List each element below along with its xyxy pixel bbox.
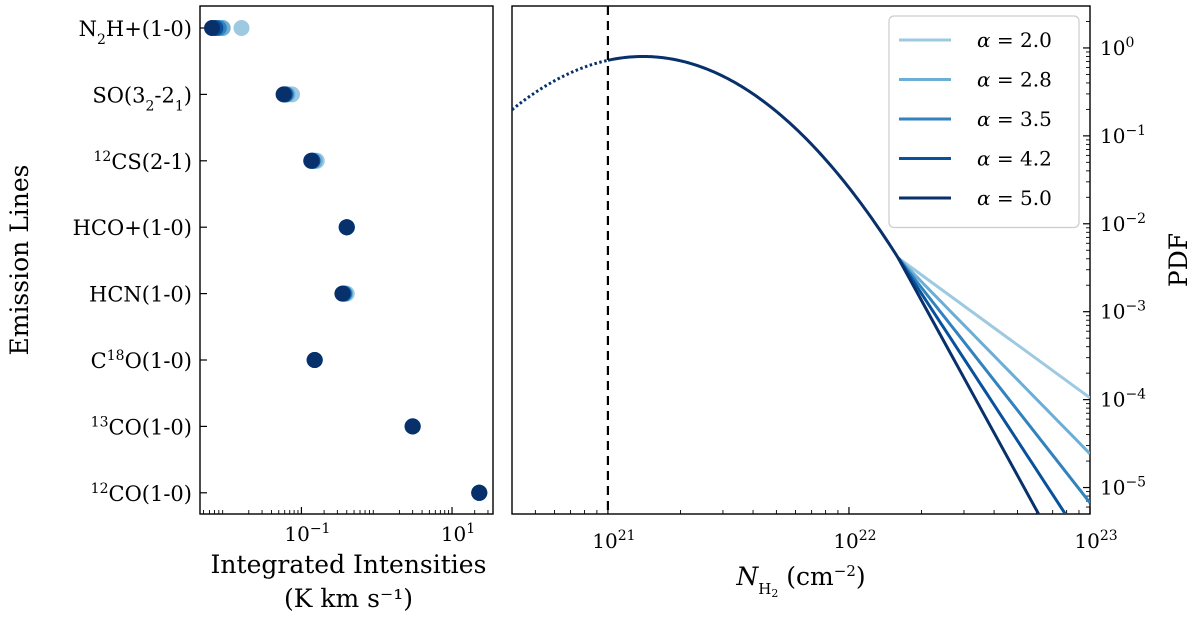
y-tick-label: 100 [1100,35,1134,60]
x-tick-label: 1022 [833,528,876,553]
legend: α = 2.0 α = 2.8 α = 3.5 α = 4.2 α = 5.0 [888,15,1080,229]
emission-lines-panel: N2H+(1-0) SO(32-21) 12CS(2-1) HCO+(1-0) HCN(… [5,5,494,613]
category-label: HCO+(1-0) [73,216,192,240]
x-tick-label: 101 [441,521,475,546]
power-law-tail-alpha-5.0 [896,257,1041,514]
category-label: HCN(1-0) [89,283,192,307]
data-point [204,20,221,36]
category-label: 12CS(2-1) [94,149,193,174]
legend-label: α = 5.0 [977,186,1052,210]
x-axis-title: Integrated Intensities [211,550,487,579]
x-tick-label: 10−1 [284,521,330,546]
data-point [275,86,292,103]
x-tick-label: 1023 [1074,528,1117,553]
left-axes-frame [199,5,494,515]
pdf-curve-dotted [512,58,609,111]
power-law-tail-alpha-4.2 [896,257,1068,514]
y-axis-title: PDF [1164,233,1193,287]
x-tick-label: 1021 [592,528,635,553]
category-label: N2H+(1-0) [79,17,192,48]
legend-label: α = 3.5 [977,107,1052,131]
data-point [306,352,323,368]
data-point [233,20,250,36]
legend-frame [888,15,1080,229]
category-label: 12CO(1-0) [91,481,192,506]
y-tick-label: 10−2 [1100,211,1146,236]
data-point [338,219,355,236]
data-point [404,418,421,435]
pdf-panel: 1021 1022 1023 100 10−1 10−2 10−3 10−4 10−5 PDF NH… [511,5,1193,600]
power-law-tail-alpha-2.0 [897,256,1090,400]
y-tick-label: 10−3 [1100,299,1146,324]
category-label: 13CO(1-0) [91,414,192,439]
data-point [303,152,320,169]
right-axes-frame [511,5,1091,515]
y-tick-label: 10−1 [1100,123,1146,148]
x-axis-title: NH2 (cm−2) [735,562,865,600]
x-axis-unit: (K km s⁻¹) [284,584,413,613]
category-label: C18O(1-0) [91,348,192,373]
pdf-curve-solid [607,54,900,259]
legend-label: α = 2.8 [977,68,1052,92]
data-point [334,285,351,302]
category-label: SO(32-21) [92,83,192,114]
y-tick-label: 10−5 [1100,475,1146,500]
legend-label: α = 4.2 [977,147,1052,171]
legend-label: α = 2.0 [977,28,1052,52]
data-point [471,484,488,501]
y-axis-title: Emission Lines [5,164,34,355]
power-law-tail-alpha-2.8 [897,256,1090,455]
y-tick-label: 10−4 [1100,387,1146,412]
power-law-tail-alpha-3.5 [896,256,1090,504]
